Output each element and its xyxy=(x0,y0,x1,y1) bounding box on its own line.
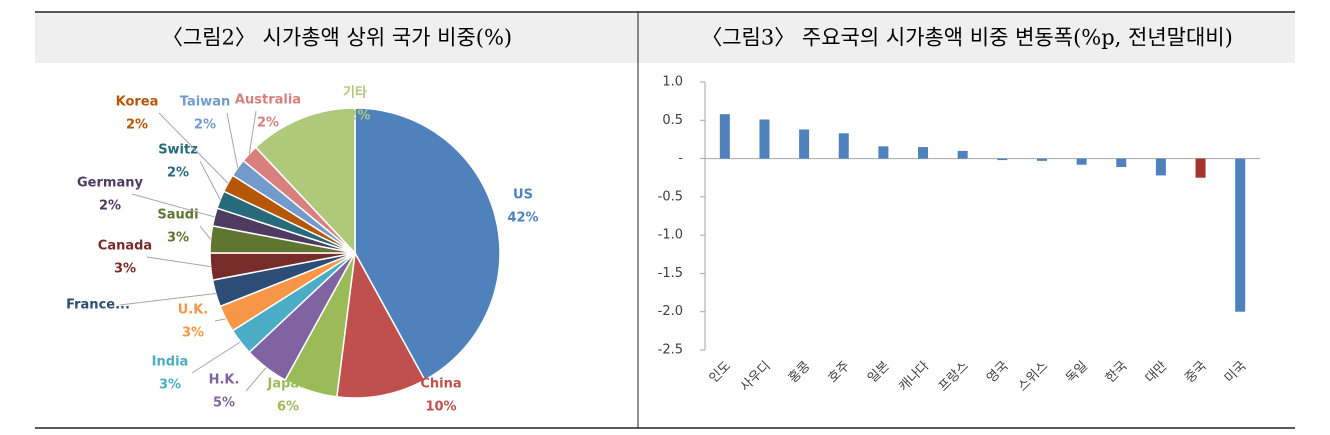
slice-value-label: 2% xyxy=(167,166,189,181)
slice-value-label: 6% xyxy=(277,400,299,415)
leader-line xyxy=(131,193,215,218)
slice-value-label: 10% xyxy=(425,400,456,415)
x-tick-label: 인도 xyxy=(707,359,735,387)
leader-line xyxy=(226,112,239,168)
chart-title: 〈그림2〉 시가총액 상위 국가 비중(%) xyxy=(162,26,512,50)
slice-label: Australia xyxy=(235,93,301,108)
slice-label: Germany xyxy=(77,176,143,191)
slice-label: Korea xyxy=(116,95,159,110)
bar xyxy=(1036,158,1047,161)
slice-value-label: 3% xyxy=(167,231,189,246)
slice-label: Japan xyxy=(267,377,309,392)
x-tick-label: 호주 xyxy=(826,359,854,387)
leader-line xyxy=(214,318,226,322)
slice-value-label: 3% xyxy=(114,262,136,277)
slice-value-label: 42% xyxy=(507,211,538,226)
bar xyxy=(997,158,1008,161)
x-tick-label: 홍콩 xyxy=(786,359,814,387)
slice-value-label: 12% xyxy=(339,109,370,124)
leader-line xyxy=(146,256,211,268)
slice-value-label: 3% xyxy=(182,326,204,341)
leader-line xyxy=(119,292,216,306)
chart-title: 〈그림3〉 주요국의 시가총액 비중 변동폭(%p, 전년말대비) xyxy=(701,26,1233,50)
slice-label: H.K. xyxy=(209,373,240,388)
bar xyxy=(1195,158,1206,178)
bar xyxy=(1155,158,1166,176)
slice-label: US xyxy=(513,188,533,203)
bar xyxy=(878,146,889,159)
slice-label: France... xyxy=(66,298,130,313)
x-tick-label: 프랑스 xyxy=(936,359,972,395)
leader-line xyxy=(199,225,212,240)
x-tick-label: 대만 xyxy=(1143,359,1171,387)
x-tick-label: 독일 xyxy=(1063,359,1091,387)
x-tick-label: 중국 xyxy=(1182,359,1210,387)
slice-label: Canada xyxy=(98,239,152,254)
pie-slice xyxy=(354,107,501,382)
pie-slice xyxy=(254,107,356,255)
bar xyxy=(957,150,968,159)
bar xyxy=(918,147,929,159)
slice-value-label: 2% xyxy=(194,118,216,133)
slice-value-label: 2% xyxy=(257,116,279,131)
x-tick-label: 영국 xyxy=(984,359,1012,387)
leader-line xyxy=(199,160,221,200)
slice-label: Saudi xyxy=(157,208,198,223)
bar xyxy=(799,129,810,159)
bar xyxy=(719,114,730,159)
slice-label: China xyxy=(420,377,461,392)
x-tick-label: 일본 xyxy=(865,359,893,387)
y-tick-label: -1.5 xyxy=(658,266,683,281)
x-tick-label: 스위스 xyxy=(1015,359,1051,395)
bar xyxy=(838,133,849,159)
slice-label: 기타 xyxy=(343,85,367,101)
slice-value-label: 2% xyxy=(99,199,121,214)
slice-value-label: 3% xyxy=(159,378,181,393)
bar xyxy=(1076,158,1087,165)
title-band xyxy=(35,13,1295,63)
y-tick-label: -1.0 xyxy=(658,228,683,243)
bar xyxy=(759,119,770,159)
leader-line xyxy=(245,367,267,392)
pie-slice xyxy=(335,250,426,399)
leader-line xyxy=(248,110,257,154)
y-tick-label: -0.5 xyxy=(658,189,683,204)
x-tick-label: 캐나다 xyxy=(896,359,932,395)
y-tick-label: 0.5 xyxy=(662,113,683,128)
slice-value-label: 2% xyxy=(126,118,148,133)
y-tick-label: -2.5 xyxy=(658,343,683,358)
leader-line xyxy=(158,112,229,184)
slice-label: India xyxy=(152,355,189,370)
x-tick-label: 한국 xyxy=(1103,359,1131,387)
x-tick-label: 미국 xyxy=(1222,359,1250,387)
bar xyxy=(1116,158,1127,167)
bar xyxy=(1235,158,1246,312)
y-tick-label: - xyxy=(678,151,683,166)
slice-label: U.K. xyxy=(178,303,209,318)
slice-value-label: 5% xyxy=(213,396,235,411)
leader-line xyxy=(191,341,241,374)
slice-label: Switz xyxy=(158,143,198,158)
x-tick-label: 사우디 xyxy=(738,359,774,395)
y-tick-label: 1.0 xyxy=(662,75,683,90)
y-tick-label: -2.0 xyxy=(658,304,683,319)
slice-label: Taiwan xyxy=(180,95,230,110)
